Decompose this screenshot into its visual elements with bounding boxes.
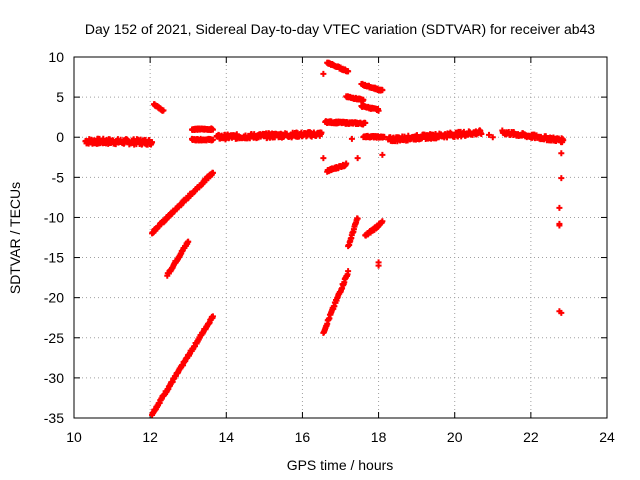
- plot-frame: [73, 56, 608, 419]
- x-tick-label: 16: [295, 429, 311, 445]
- point-isolated: [489, 134, 496, 141]
- point-isolated: [379, 151, 386, 158]
- point-arc-baseline-4: [560, 137, 567, 144]
- y-tick-label: 0: [56, 129, 64, 145]
- point-arc-rising-main: [209, 313, 216, 320]
- axis-ticks: [73, 56, 608, 419]
- point-arc-baseline-2: [318, 129, 325, 136]
- point-isolated: [558, 150, 565, 157]
- point-isolated: [348, 135, 355, 142]
- point-arc-rising-mid: [209, 169, 216, 176]
- point-isolated: [558, 175, 565, 182]
- data-points: [82, 59, 567, 419]
- x-tick-label: 18: [371, 429, 387, 445]
- x-tick-label: 22: [523, 429, 539, 445]
- point-arc-high-4: [375, 107, 382, 114]
- point-isolated: [375, 262, 382, 269]
- point-arc-small-neg: [343, 160, 350, 167]
- y-tick-label: 5: [56, 89, 64, 105]
- y-tick-labels: 10 5 0 -5 -10 -15 -20 -25 -30 -35: [44, 49, 64, 426]
- point-isolated: [556, 204, 563, 211]
- point-arc-steep-main: [345, 268, 352, 275]
- point-arc-mid-flat: [362, 119, 369, 126]
- point-isolated: [558, 309, 565, 316]
- point-arc-drop-short: [379, 218, 386, 225]
- point-isolated: [320, 70, 327, 77]
- x-tick-label: 24: [599, 429, 615, 445]
- point-arc-steep-short: [354, 215, 361, 222]
- y-tick-label: -5: [52, 169, 65, 185]
- y-axis-label: SDTVAR / TECUs: [7, 182, 23, 294]
- y-tick-label: -15: [44, 250, 64, 266]
- point-isolated: [556, 222, 563, 229]
- chart-title: Day 152 of 2021, Sidereal Day-to-day VTE…: [85, 21, 595, 37]
- point-arc-baseline-1: [149, 139, 156, 146]
- point-arc-flat-lower: [209, 136, 216, 143]
- point-arc-high-2: [360, 96, 367, 103]
- point-arc-short-rise: [185, 238, 192, 245]
- point-arc-high-3: [379, 87, 386, 94]
- x-axis-label: GPS time / hours: [287, 457, 394, 473]
- x-tick-label: 14: [218, 429, 234, 445]
- y-tick-label: -20: [44, 290, 64, 306]
- point-isolated: [354, 155, 361, 162]
- point-isolated: [485, 131, 492, 138]
- y-tick-label: -35: [44, 410, 64, 426]
- point-isolated: [320, 155, 327, 162]
- y-tick-label: 10: [48, 49, 64, 65]
- point-arc-high-1: [345, 68, 352, 75]
- x-tick-label: 10: [66, 429, 82, 445]
- grid-lines: [74, 57, 607, 418]
- point-arc-short-drop: [160, 107, 167, 114]
- x-tick-labels: 10 12 14 16 18 20 22 24: [66, 429, 615, 445]
- y-tick-label: -30: [44, 370, 64, 386]
- y-tick-label: -25: [44, 330, 64, 346]
- point-arc-flat-upper: [209, 126, 216, 133]
- x-tick-label: 20: [447, 429, 463, 445]
- point-arc-baseline-3: [478, 131, 485, 138]
- y-tick-label: -10: [44, 209, 64, 225]
- x-tick-label: 12: [142, 429, 158, 445]
